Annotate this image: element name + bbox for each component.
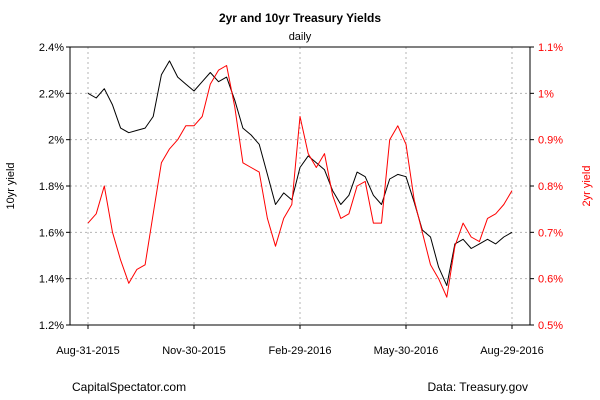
- x-axis: Aug-31-2015 Nov-30-2015 Feb-29-2016 May-30-…: [56, 325, 544, 357]
- series-line-2yr: [87, 65, 513, 298]
- x-tick-label: May-30-2016: [374, 345, 439, 357]
- left-tick-label: 1.6%: [39, 227, 64, 239]
- chart-subtitle: daily: [289, 31, 312, 43]
- left-tick-label: 1.2%: [39, 320, 64, 332]
- right-axis: 0.5% 0.6% 0.7% 0.8% 0.9% 1% 1.1%: [530, 42, 563, 332]
- right-axis-title: 2yr yield: [581, 166, 593, 207]
- x-tick-label: Nov-30-2015: [162, 345, 226, 357]
- x-tick-label: Aug-31-2015: [56, 345, 120, 357]
- right-tick-label: 0.6%: [538, 274, 563, 286]
- series-group: [87, 60, 513, 298]
- left-tick-label: 2.4%: [39, 42, 64, 54]
- right-tick-label: 0.8%: [538, 181, 563, 193]
- series-line-10yr: [87, 60, 513, 287]
- right-tick-label: 0.7%: [538, 227, 563, 239]
- left-tick-label: 1.8%: [39, 181, 64, 193]
- x-tick-label: Aug-29-2016: [480, 345, 544, 357]
- chart-title: 2yr and 10yr Treasury Yields: [219, 11, 381, 25]
- footer-source-left: CapitalSpectator.com: [72, 380, 186, 394]
- left-tick-label: 2.2%: [39, 88, 64, 100]
- right-tick-label: 1.1%: [538, 42, 563, 54]
- footer-source-right: Data: Treasury.gov: [428, 380, 529, 394]
- left-tick-label: 1.4%: [39, 274, 64, 286]
- x-tick-label: Feb-29-2016: [269, 345, 332, 357]
- right-tick-label: 0.5%: [538, 320, 563, 332]
- left-axis-title: 10yr yield: [5, 162, 17, 209]
- right-tick-label: 1%: [538, 88, 554, 100]
- right-tick-label: 0.9%: [538, 135, 563, 147]
- left-tick-label: 2%: [48, 135, 64, 147]
- grid: [70, 46, 530, 326]
- left-axis: 1.2% 1.4% 1.6% 1.8% 2% 2.2% 2.4%: [39, 42, 70, 332]
